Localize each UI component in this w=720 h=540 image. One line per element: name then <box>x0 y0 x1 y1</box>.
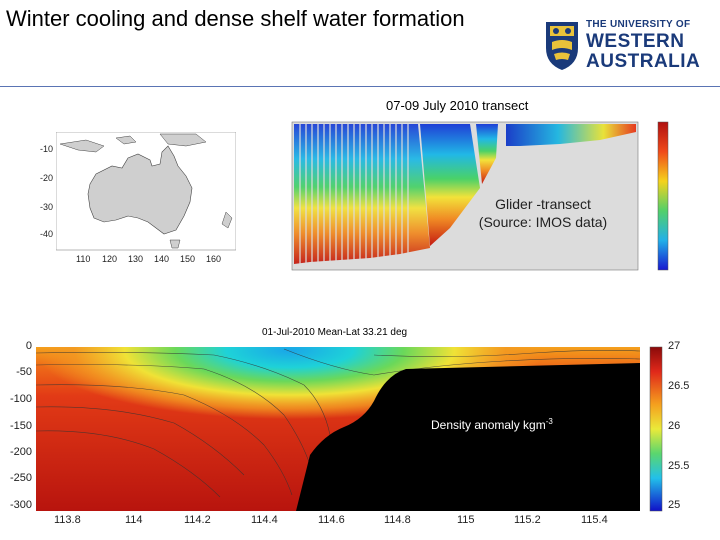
map-xtick: 120 <box>102 254 118 264</box>
colorbar-tick: 26.5 <box>668 380 690 392</box>
logo-wordmark: THE UNIVERSITY OF WESTERN AUSTRALIA <box>586 19 716 72</box>
section-xtick: 114.2 <box>184 514 211 526</box>
glider-annotation: Glider -transect (Source: IMOS data) <box>468 195 618 231</box>
logo-line-3: AUSTRALIA <box>586 51 701 72</box>
glider-note-line-2: (Source: IMOS data) <box>478 214 608 230</box>
map-xtick: 150 <box>180 254 196 264</box>
colorbar-tick: 25 <box>668 499 681 511</box>
map-ytick: -30 <box>40 202 54 212</box>
slide-title: Winter cooling and dense shelf water for… <box>6 6 465 31</box>
section-ytick: -100 <box>9 393 32 405</box>
logo-line-2: WESTERN <box>586 31 685 52</box>
density-section-plot <box>35 346 663 512</box>
map-xtick: 130 <box>128 254 144 264</box>
section-ytick: -200 <box>9 446 32 458</box>
section-xtick: 115 <box>457 514 475 526</box>
section-ytick: -50 <box>16 366 32 378</box>
title-divider <box>0 86 720 87</box>
map-xtick: 110 <box>76 254 91 264</box>
section-xtick: 115.4 <box>581 514 608 526</box>
density-annotation-text: Density anomaly kgm <box>431 418 546 432</box>
section-ytick: -300 <box>9 499 32 511</box>
section-xtick: 114.4 <box>251 514 278 526</box>
glider-transect-plot <box>291 121 669 271</box>
section-xtick: 114.6 <box>318 514 345 526</box>
section-title: 01-Jul-2010 Mean-Lat 33.21 deg <box>262 327 408 338</box>
australia-map <box>56 132 236 251</box>
section-ytick: -150 <box>9 420 32 432</box>
university-logo <box>546 22 578 70</box>
section-ytick: 0 <box>25 340 32 352</box>
logo-line-1: THE UNIVERSITY OF <box>586 19 691 30</box>
map-xtick: 140 <box>154 254 170 264</box>
section-xtick: 115.2 <box>514 514 541 526</box>
density-annotation-sup: -3 <box>545 417 553 426</box>
map-xtick: 160 <box>206 254 222 264</box>
map-ytick: -40 <box>40 229 54 239</box>
section-ytick: -250 <box>9 472 32 484</box>
colorbar-tick: 26 <box>668 420 681 432</box>
map-ytick: -20 <box>40 173 54 183</box>
colorbar-tick: 25.5 <box>668 460 690 472</box>
glider-panel-title: 07-09 July 2010 transect <box>386 98 529 113</box>
section-xtick: 114 <box>125 514 143 526</box>
glider-note-line-1: Glider -transect <box>495 196 591 212</box>
section-xtick: 114.8 <box>384 514 411 526</box>
map-ytick: -10 <box>40 144 54 154</box>
section-xtick: 113.8 <box>54 514 81 526</box>
colorbar-tick: 27 <box>668 340 681 352</box>
density-annotation: Density anomaly kgm-3 <box>431 417 553 432</box>
